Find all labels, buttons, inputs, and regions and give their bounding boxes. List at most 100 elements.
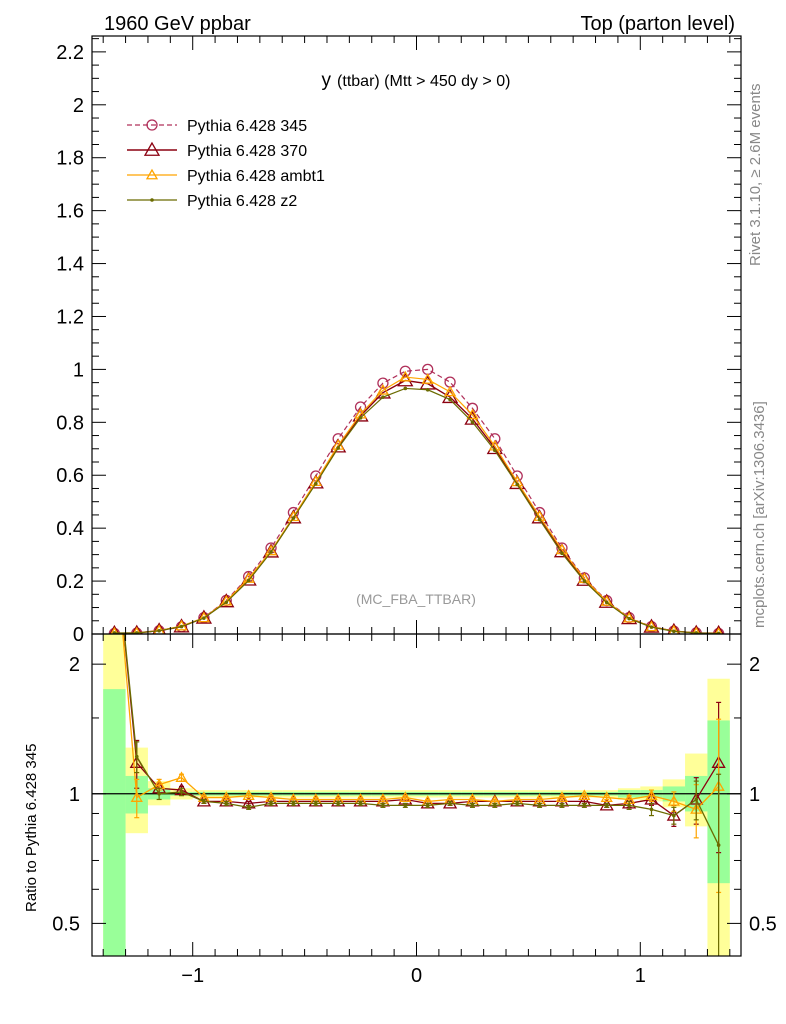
legend-marker-z2 [150,198,154,202]
y-tick-label: 2 [73,95,84,117]
ratio-point-ambt1 [175,771,188,783]
header-right: Top (parton level) [580,13,735,35]
data-point-ambt1 [443,385,457,397]
ratio-series-p370 [108,529,726,854]
ratio-series-ambt1 [109,530,725,894]
data-point-p370 [109,624,120,634]
y-tick-label: 0 [73,624,84,646]
series-z2 [112,386,721,634]
legend-marker-ambt1 [145,168,159,180]
data-point-z2 [336,446,340,450]
ratio-y-tick-label: 1 [69,784,80,806]
data-point-z2 [560,551,564,556]
ratio-y-tick-label: 2 [69,654,80,676]
ratio-point-z2 [604,803,609,808]
data-point-z2 [224,600,229,605]
legend: Pythia 6.428 345 Pythia 6.428 370 Pythia 6… [127,118,325,210]
ratio-point-z2 [224,801,229,806]
data-point-z2 [313,481,318,486]
legend-item-ambt1: Pythia 6.428 ambt1 [127,168,325,185]
data-point-ambt1 [466,408,479,420]
x-tick-label: 0 [411,965,422,987]
ratio-line-z2 [123,634,720,846]
ratio-point-z2 [113,533,117,537]
data-point-z2 [425,387,430,392]
ratio-series-z2 [113,533,722,956]
ratio-point-z2 [448,801,452,806]
data-point-z2 [179,624,184,629]
data-point-p370 [218,593,235,608]
data-point-z2 [470,420,475,424]
ratio-point-p370 [108,529,120,540]
analysis-watermark: (MC_FBA_TTBAR) [356,591,476,607]
data-point-p370 [195,609,213,624]
data-point-ambt1 [376,383,390,395]
data-point-z2 [381,395,385,399]
data-point-p345 [399,365,411,377]
data-point-z2 [649,625,654,629]
legend-item-p370: Pythia 6.428 370 [127,141,307,160]
main-series-layer [108,363,725,634]
data-point-z2 [582,579,587,583]
rivet-version-label: Rivet 3.1.10, ≥ 2.6M events [747,84,764,267]
y-tick-label: 0.4 [56,518,84,540]
ratio-point-z2 [134,754,139,759]
data-point-ambt1 [399,370,412,382]
data-point-ambt1 [287,510,300,522]
ratio-point-ambt1 [242,789,255,801]
data-point-z2 [269,550,273,554]
ratio-point-z2 [358,801,363,806]
ratio-point-z2 [291,801,296,806]
header-left: 1960 GeV ppbar [104,13,251,35]
legend-marker-p345 [146,119,158,131]
series-line-z2 [114,387,719,634]
legend-label-z2: Pythia 6.428 z2 [187,193,297,210]
y-tick-label: 1.6 [56,201,84,223]
ratio-point-ambt1 [109,530,119,539]
data-point-z2 [604,600,609,605]
data-point-z2 [246,578,251,583]
ratio-point-z2 [694,797,699,802]
ratio-y-tick-label-right: 2 [749,654,760,676]
legend-item-z2: Pythia 6.428 z2 [127,193,297,210]
ratio-point-z2 [627,803,631,808]
data-point-p370 [598,593,615,608]
ratio-y-tick-label: 0.5 [52,913,80,935]
ratio-point-z2 [425,803,430,808]
ratio-point-z2 [157,791,161,796]
ratio-line-ambt1 [122,634,720,811]
green-band-bin [103,689,126,956]
data-point-p345 [377,377,389,389]
y-tick-label: 0.2 [56,571,84,593]
data-point-z2 [403,386,408,391]
ratio-point-z2 [336,801,340,806]
y-tick-label: 0.6 [56,465,84,487]
ratio-y-axis-label: Ratio to Pythia 6.428 345 [23,744,40,912]
ratio-y-tick-label-right: 1 [749,784,760,806]
data-point-z2 [202,616,206,620]
data-point-z2 [112,631,117,634]
legend-marker-p370 [143,141,161,156]
ratio-point-z2 [537,803,542,808]
ratio-point-z2 [493,803,497,808]
data-point-z2 [694,631,699,634]
x-tick-label: 1 [635,965,646,987]
y-tick-label: 1.2 [56,306,84,328]
mcplots-reference-label: mcplots.cern.ch [arXiv:1306.3436] [751,401,768,628]
data-point-p345 [466,402,479,414]
y-tick-label: 1.4 [56,254,84,276]
data-point-p370 [713,624,724,634]
ratio-point-z2 [649,807,654,812]
y-tick-label: 1 [73,359,84,381]
ratio-point-ambt1 [600,791,613,802]
data-point-z2 [627,616,631,621]
data-point-z2 [291,516,296,520]
data-point-z2 [134,631,139,634]
ratio-point-z2 [269,801,273,806]
data-point-z2 [358,416,363,420]
data-point-ambt1 [421,373,434,384]
data-point-z2 [537,517,542,522]
ratio-point-z2 [381,803,385,808]
legend-item-p345: Pythia 6.428 345 [127,118,307,135]
